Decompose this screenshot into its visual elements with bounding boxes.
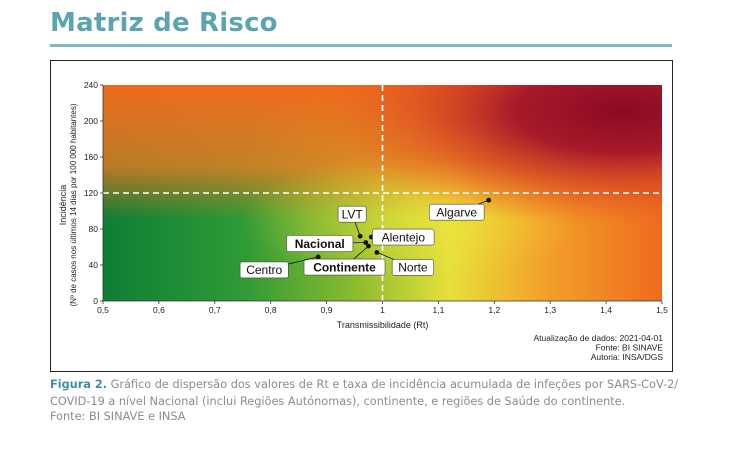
label-box bbox=[372, 228, 435, 246]
y-axis-label: Incidência bbox=[58, 185, 68, 226]
x-tick-label: 0,7 bbox=[209, 305, 221, 315]
x-axis-label: Transmissibilidade (Rt) bbox=[337, 320, 429, 330]
data-label: Alentejo bbox=[382, 230, 426, 244]
x-tick-label: 0,8 bbox=[265, 305, 277, 315]
x-tick-label: 1 bbox=[380, 305, 385, 315]
y-tick-label: 40 bbox=[89, 260, 99, 270]
data-point bbox=[357, 233, 363, 239]
y-tick-label: 240 bbox=[84, 80, 98, 90]
annotation-line: Autoria: INSA/DGS bbox=[591, 352, 664, 362]
y-tick-label: 0 bbox=[93, 296, 98, 306]
caption-source: Fonte: BI SINAVE e INSA bbox=[50, 410, 186, 423]
data-labels: Algarve LVT Alentejo Nacional Continente Nort… bbox=[239, 199, 489, 279]
x-tick-label: 1,3 bbox=[544, 305, 556, 315]
risk-matrix-chart: 0,5 0,6 0,7 0,8 0,9 1 1,1 1,2 1,3 1,4 1,5 0 40 80 120 1… bbox=[58, 80, 668, 362]
data-label: LVT bbox=[342, 208, 364, 222]
y-tick-label: 200 bbox=[84, 116, 98, 126]
label-box bbox=[391, 259, 434, 276]
label-box bbox=[303, 258, 386, 276]
y-tick-label: 120 bbox=[84, 188, 98, 198]
data-label: Continente bbox=[313, 260, 376, 274]
data-label: Algarve bbox=[436, 206, 477, 220]
annotation-line: Fonte: BI SINAVE bbox=[596, 343, 664, 353]
y-tick-label: 80 bbox=[89, 224, 99, 234]
y-tick-label: 160 bbox=[84, 152, 98, 162]
figure-label: Figura 2. bbox=[50, 378, 107, 391]
label-box bbox=[337, 205, 367, 223]
data-label: Norte bbox=[398, 261, 428, 275]
label-box bbox=[428, 203, 485, 221]
caption-text: Gráfico de dispersão dos valores de Rt e… bbox=[50, 378, 679, 408]
label-box bbox=[239, 261, 289, 279]
x-tick-label: 1,2 bbox=[488, 305, 500, 315]
x-tick-label: 0,9 bbox=[321, 305, 333, 315]
label-box bbox=[286, 235, 354, 252]
y-axis-sublabel: (Nº de casos nos últimos 14 dias por 100… bbox=[69, 103, 78, 306]
data-label: Nacional bbox=[295, 237, 345, 251]
x-tick-label: 1,1 bbox=[432, 305, 444, 315]
x-tick-label: 0,6 bbox=[153, 305, 165, 315]
title-rule bbox=[50, 44, 672, 47]
x-tick-label: 1,4 bbox=[600, 305, 612, 315]
figure-caption: Figura 2. Gráfico de dispersão dos valor… bbox=[50, 376, 680, 410]
page-title: Matriz de Risco bbox=[50, 8, 278, 38]
data-label: Centro bbox=[246, 263, 282, 277]
x-tick-label: 1,5 bbox=[656, 305, 668, 315]
x-tick-label: 0,5 bbox=[97, 305, 109, 315]
annotation-line: Atualização de dados: 2021-04-01 bbox=[534, 333, 664, 343]
axes: 0,5 0,6 0,7 0,8 0,9 1 1,1 1,2 1,3 1,4 1,5 0 40 80 120 1… bbox=[84, 80, 668, 315]
